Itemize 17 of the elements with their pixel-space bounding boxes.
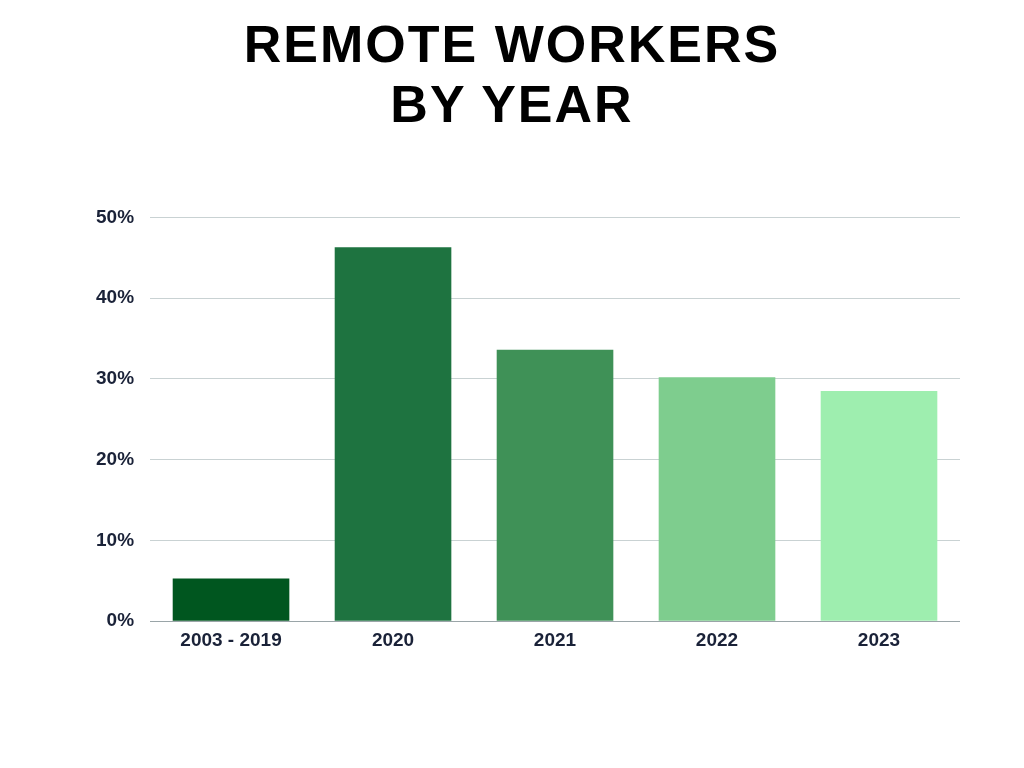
y-tick-label: 10%	[96, 528, 135, 550]
y-tick-label: 0%	[106, 609, 135, 631]
x-tick-label: 2023	[857, 628, 901, 650]
x-tick-label: 2003 - 2019	[180, 628, 282, 650]
y-tick-label: 20%	[96, 447, 135, 469]
bar	[658, 377, 776, 621]
x-tick-label: 2022	[695, 628, 739, 650]
x-tick-label: 2021	[533, 628, 577, 650]
chart-title: REMOTE WORKERS BY YEAR	[242, 14, 782, 134]
bar	[172, 578, 290, 621]
bar	[496, 349, 614, 621]
bar	[820, 391, 938, 621]
y-tick-label: 40%	[96, 286, 135, 308]
y-tick-label: 50%	[96, 205, 135, 227]
x-tick-label: 2020	[371, 628, 415, 650]
y-tick-label: 30%	[96, 367, 135, 389]
bar	[334, 247, 452, 621]
